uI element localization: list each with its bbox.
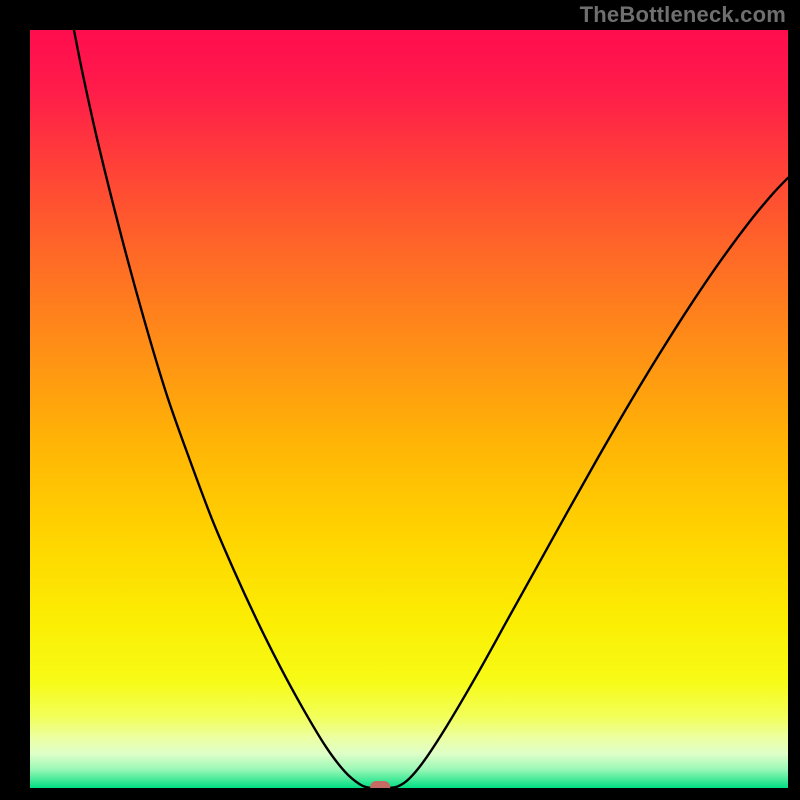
chart-frame: TheBottleneck.com — [0, 0, 800, 800]
optimal-point-marker — [370, 781, 390, 788]
watermark-label: TheBottleneck.com — [580, 2, 786, 28]
chart-background — [30, 30, 788, 788]
chart-plot-area — [30, 30, 788, 788]
bottleneck-curve-chart — [30, 30, 788, 788]
